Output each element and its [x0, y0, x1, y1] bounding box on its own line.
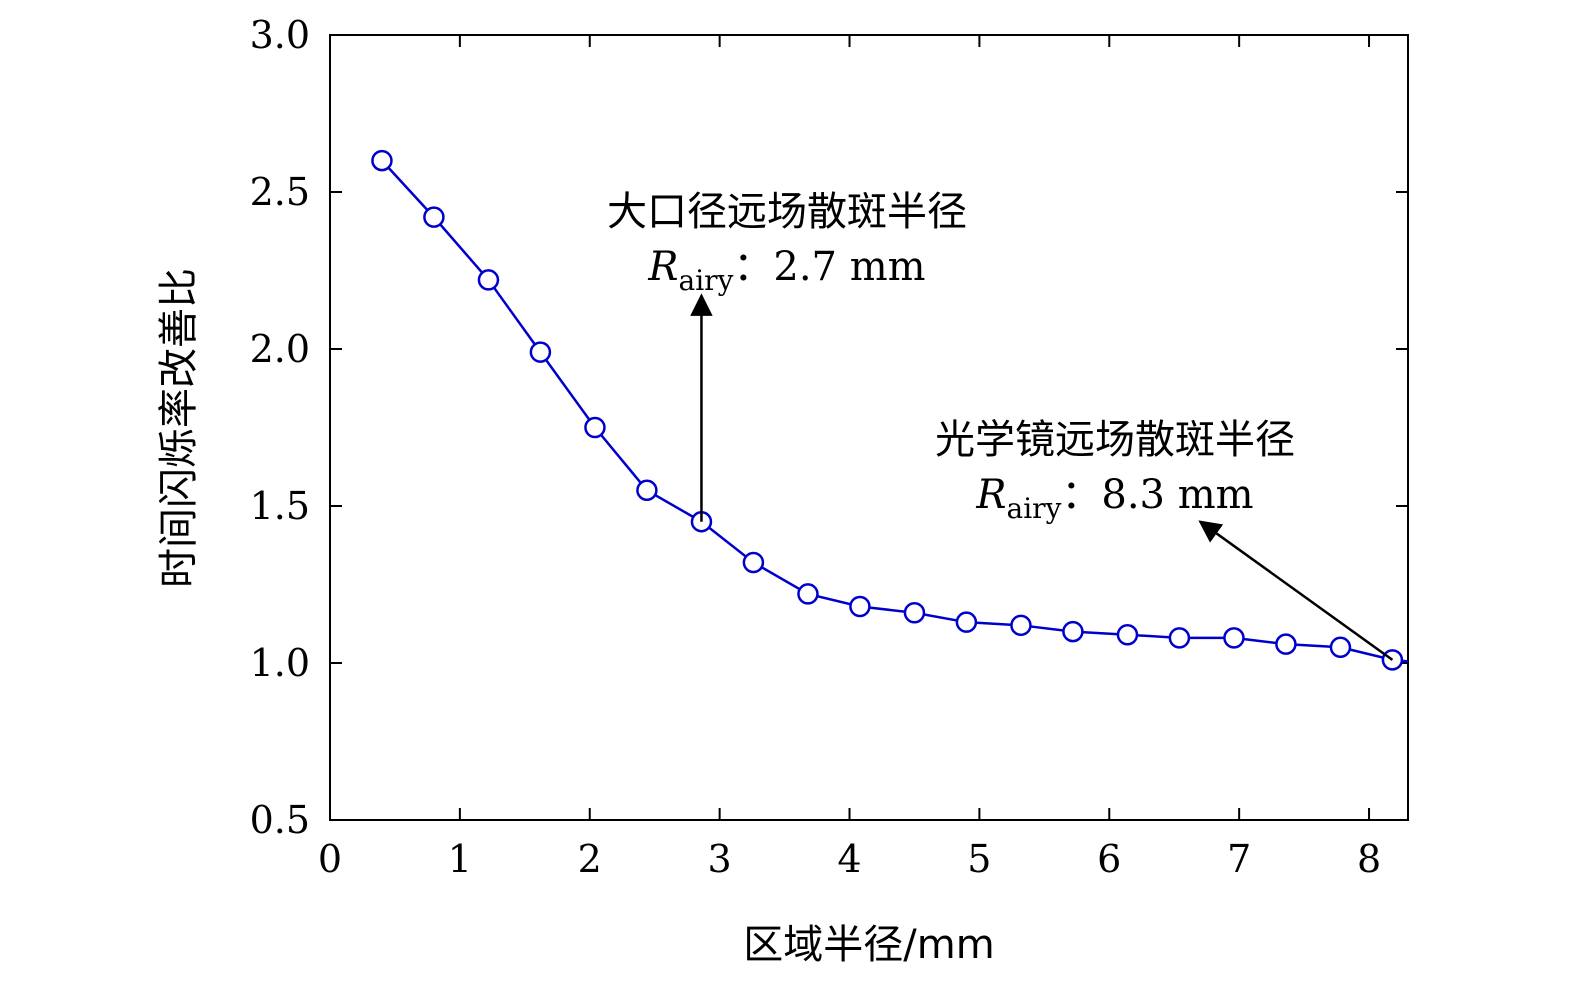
data-point	[1062, 620, 1084, 643]
data-point	[371, 149, 393, 172]
y-tick-label: 0.5	[250, 798, 310, 842]
annotation-r-subscript: airy	[679, 264, 734, 297]
data-point	[1116, 623, 1139, 646]
series-layer	[371, 149, 1409, 671]
y-axis-ticks: 0.5 1.0 1.5 2.0 2.5 3.0	[250, 13, 1408, 842]
data-point	[1275, 633, 1297, 655]
data-point	[742, 551, 765, 574]
series-line	[381, 159, 1409, 663]
data-point	[903, 602, 926, 624]
annotation-title: 光学镜远场散斑半径	[935, 417, 1295, 463]
x-tick-label: 6	[1097, 837, 1121, 881]
x-tick-label: 1	[448, 837, 472, 881]
x-tick-label: 5	[967, 837, 991, 881]
data-point	[1329, 636, 1352, 659]
data-point	[849, 595, 871, 618]
annotation-r-subscript: airy	[1007, 492, 1062, 525]
plot-frame	[329, 34, 1409, 821]
annotation-arrow	[1198, 520, 1394, 661]
x-tick-label: 8	[1357, 837, 1381, 881]
data-point	[584, 416, 606, 439]
annotation-rairy: Rairy：8.3 mm	[975, 472, 1253, 525]
x-tick-label: 3	[708, 837, 732, 881]
y-tick-label: 3.0	[250, 13, 310, 57]
y-tick-label: 2.5	[250, 170, 310, 214]
x-tick-label: 7	[1227, 837, 1251, 881]
x-tick-label: 2	[578, 837, 602, 881]
x-tick-label: 4	[837, 837, 861, 881]
data-point	[1168, 627, 1191, 649]
data-point	[1223, 627, 1245, 649]
data-point	[423, 206, 445, 228]
annotation-r-symbol: R	[647, 244, 678, 290]
x-tick-label: 0	[318, 837, 342, 881]
data-point	[1010, 614, 1032, 637]
annotation-rairy: Rairy：2.7 mm	[647, 244, 925, 297]
x-axis-ticks: 0 1 2 3 4 5 6 7 8	[318, 35, 1381, 881]
data-point	[529, 341, 552, 363]
annotation-r-symbol: R	[975, 472, 1006, 518]
x-axis-title: 区域半径/mm	[743, 922, 994, 968]
y-tick-label: 1.0	[250, 641, 310, 685]
annotation-r-value: ：8.3 mm	[1061, 472, 1253, 518]
data-point	[477, 269, 500, 291]
data-point	[955, 611, 978, 633]
data-point	[636, 479, 658, 502]
y-tick-label: 2.0	[250, 327, 310, 371]
y-tick-label: 1.5	[250, 484, 310, 528]
data-point	[797, 583, 819, 605]
annotation-r-value: ：2.7 mm	[733, 244, 925, 290]
y-axis-title: 时间闪烁率改善比	[156, 268, 202, 588]
annotation-title: 大口径远场散斑半径	[607, 189, 967, 235]
